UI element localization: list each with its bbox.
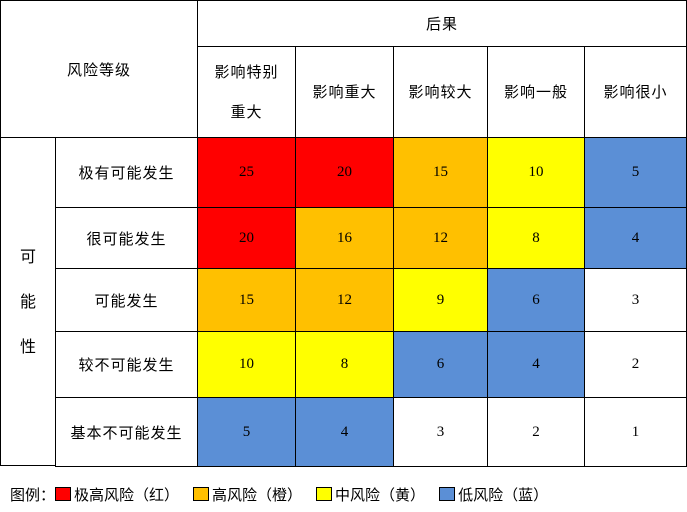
risk-value: 5 [631, 164, 640, 180]
risk-cell: 1 [584, 397, 687, 467]
risk-value: 2 [532, 423, 540, 440]
risk-value: 16 [337, 229, 352, 246]
risk-cell: 20 [197, 207, 296, 269]
risk-value: 15 [239, 291, 254, 308]
risk-cell: 20 [295, 137, 394, 208]
legend-item: 中风险（黄） [316, 484, 425, 505]
risk-value: 20 [239, 229, 254, 246]
risk-cell: 15 [197, 268, 296, 332]
risk-value: 6 [436, 356, 445, 372]
column-header-label: 影响一般 [503, 83, 568, 101]
legend-label: 中风险（黄） [335, 485, 426, 504]
risk-value: 4 [340, 423, 349, 440]
risk-cell: 15 [393, 137, 488, 208]
risk-value: 10 [239, 356, 254, 372]
risk-cell: 5 [584, 137, 687, 208]
risk-value: 15 [433, 164, 448, 180]
risk-value: 12 [337, 291, 352, 308]
legend-label: 高风险（橙） [212, 485, 303, 504]
consequence-header: 后果 [197, 0, 687, 47]
risk-value: 12 [433, 229, 448, 246]
risk-value: 3 [436, 423, 445, 440]
row-label-text: 极有可能发生 [78, 164, 175, 182]
risk-cell: 6 [393, 331, 488, 398]
column-header: 影响重大 [295, 46, 394, 138]
column-header-label: 影响较大 [408, 83, 473, 101]
risk-cell: 25 [197, 137, 296, 208]
risk-value: 20 [337, 164, 352, 180]
legend-item: 极高风险（红） [55, 484, 179, 505]
risk-cell: 2 [487, 397, 585, 467]
risk-value: 1 [631, 423, 640, 440]
row-label-text: 基本不可能发生 [70, 423, 183, 442]
column-header-label: 影响特别重大 [214, 63, 279, 121]
risk-cell: 4 [584, 207, 687, 269]
risk-cell: 6 [487, 268, 585, 332]
column-header: 影响特别重大 [197, 46, 296, 138]
risk-value: 10 [528, 164, 544, 180]
consequence-label: 后果 [425, 15, 458, 33]
risk-cell: 4 [295, 397, 394, 467]
legend-title: 图例： [10, 485, 56, 504]
risk-cell: 2 [584, 331, 687, 398]
row-label: 基本不可能发生 [55, 397, 198, 467]
risk-value: 8 [340, 356, 349, 372]
risk-cell: 10 [487, 137, 585, 208]
risk-cell: 12 [295, 268, 394, 332]
column-header-label: 影响重大 [312, 83, 377, 101]
risk-cell: 3 [584, 268, 687, 332]
legend-item: 高风险（橙） [193, 484, 302, 505]
risk-cell: 8 [487, 207, 585, 269]
risk-value: 8 [532, 229, 540, 246]
risk-value: 9 [436, 291, 445, 308]
risk-cell: 12 [393, 207, 488, 269]
legend-item: 低风险（蓝） [439, 484, 548, 505]
row-label: 可能发生 [55, 268, 198, 332]
legend-swatch [316, 487, 333, 501]
risk-cell: 3 [393, 397, 488, 467]
corner-label: 风险等级 [0, 0, 198, 138]
column-header: 影响较大 [393, 46, 488, 138]
likelihood-header: 可能性 [0, 137, 56, 466]
likelihood-label: 可能性 [20, 247, 37, 356]
risk-value: 25 [239, 164, 254, 180]
risk-value: 3 [631, 291, 640, 308]
risk-cell: 9 [393, 268, 488, 332]
legend-swatch [55, 487, 72, 501]
risk-value: 6 [532, 291, 540, 308]
risk-cell: 16 [295, 207, 394, 269]
corner-label-text: 风险等级 [66, 60, 131, 79]
legend-label: 极高风险（红） [74, 485, 180, 504]
risk-cell: 4 [487, 331, 585, 398]
risk-cell: 5 [197, 397, 296, 467]
risk-value: 4 [631, 229, 640, 246]
row-label-text: 较不可能发生 [78, 356, 175, 374]
legend-swatch [439, 487, 456, 501]
risk-cell: 8 [295, 331, 394, 398]
row-label-text: 很可能发生 [86, 229, 167, 248]
legend-label: 低风险（蓝） [458, 485, 549, 504]
risk-value: 5 [242, 423, 251, 440]
row-label: 很可能发生 [55, 207, 198, 269]
risk-value: 2 [631, 356, 640, 372]
column-header: 影响一般 [487, 46, 585, 138]
legend-swatch [193, 487, 210, 501]
row-label: 极有可能发生 [55, 137, 198, 208]
column-header: 影响很小 [584, 46, 687, 138]
column-header-label: 影响很小 [603, 83, 668, 101]
risk-value: 4 [532, 356, 540, 372]
legend: 图例： 极高风险（红） 高风险（橙） 中风险（黄） 低风险（蓝） [10, 480, 562, 508]
legend-items: 极高风险（红） 高风险（橙） 中风险（黄） 低风险（蓝） [55, 484, 562, 505]
row-label-text: 可能发生 [94, 291, 159, 310]
risk-cell: 10 [197, 331, 296, 398]
row-label: 较不可能发生 [55, 331, 198, 398]
